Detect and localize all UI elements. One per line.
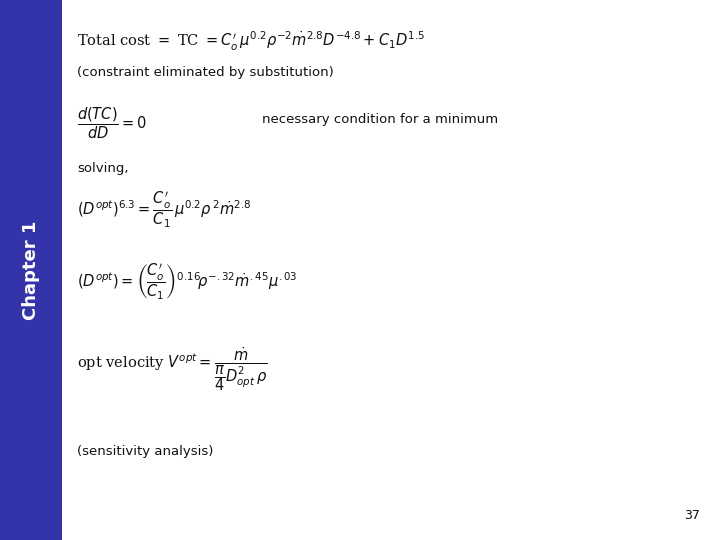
Text: solving,: solving,: [77, 162, 128, 175]
Text: Total cost $= $ TC $= C_o^{\prime}\,\mu^{0.2}\rho^{-2}\dot{m}^{2.8}D^{-4.8} + C_: Total cost $= $ TC $= C_o^{\prime}\,\mu^…: [77, 30, 425, 53]
Text: 37: 37: [684, 509, 700, 522]
Text: $(D^{opt}) = \left(\dfrac{C_o^{\prime}}{C_1}\right)^{0.16}\!\rho^{-.32}\dot{m}^{: $(D^{opt}) = \left(\dfrac{C_o^{\prime}}{…: [77, 262, 297, 302]
Text: necessary condition for a minimum: necessary condition for a minimum: [262, 113, 498, 126]
Text: Chapter 1: Chapter 1: [22, 220, 40, 320]
Text: (sensitivity analysis): (sensitivity analysis): [77, 445, 213, 458]
Bar: [0, 0, 62, 540]
Text: opt velocity $V^{opt} = \dfrac{\dot{m}}{\dfrac{\pi}{4}D_{opt}^2\,\rho}$: opt velocity $V^{opt} = \dfrac{\dot{m}}{…: [77, 345, 267, 393]
Text: (constraint eliminated by substitution): (constraint eliminated by substitution): [77, 66, 334, 79]
Text: $(D^{opt})^{6.3} = \dfrac{C_o^{\prime}}{C_1}\,\mu^{0.2}\rho^{\,2}\dot{m}^{2.8}$: $(D^{opt})^{6.3} = \dfrac{C_o^{\prime}}{…: [77, 190, 251, 231]
Text: $\dfrac{d(TC)}{dD} = 0$: $\dfrac{d(TC)}{dD} = 0$: [77, 105, 147, 140]
